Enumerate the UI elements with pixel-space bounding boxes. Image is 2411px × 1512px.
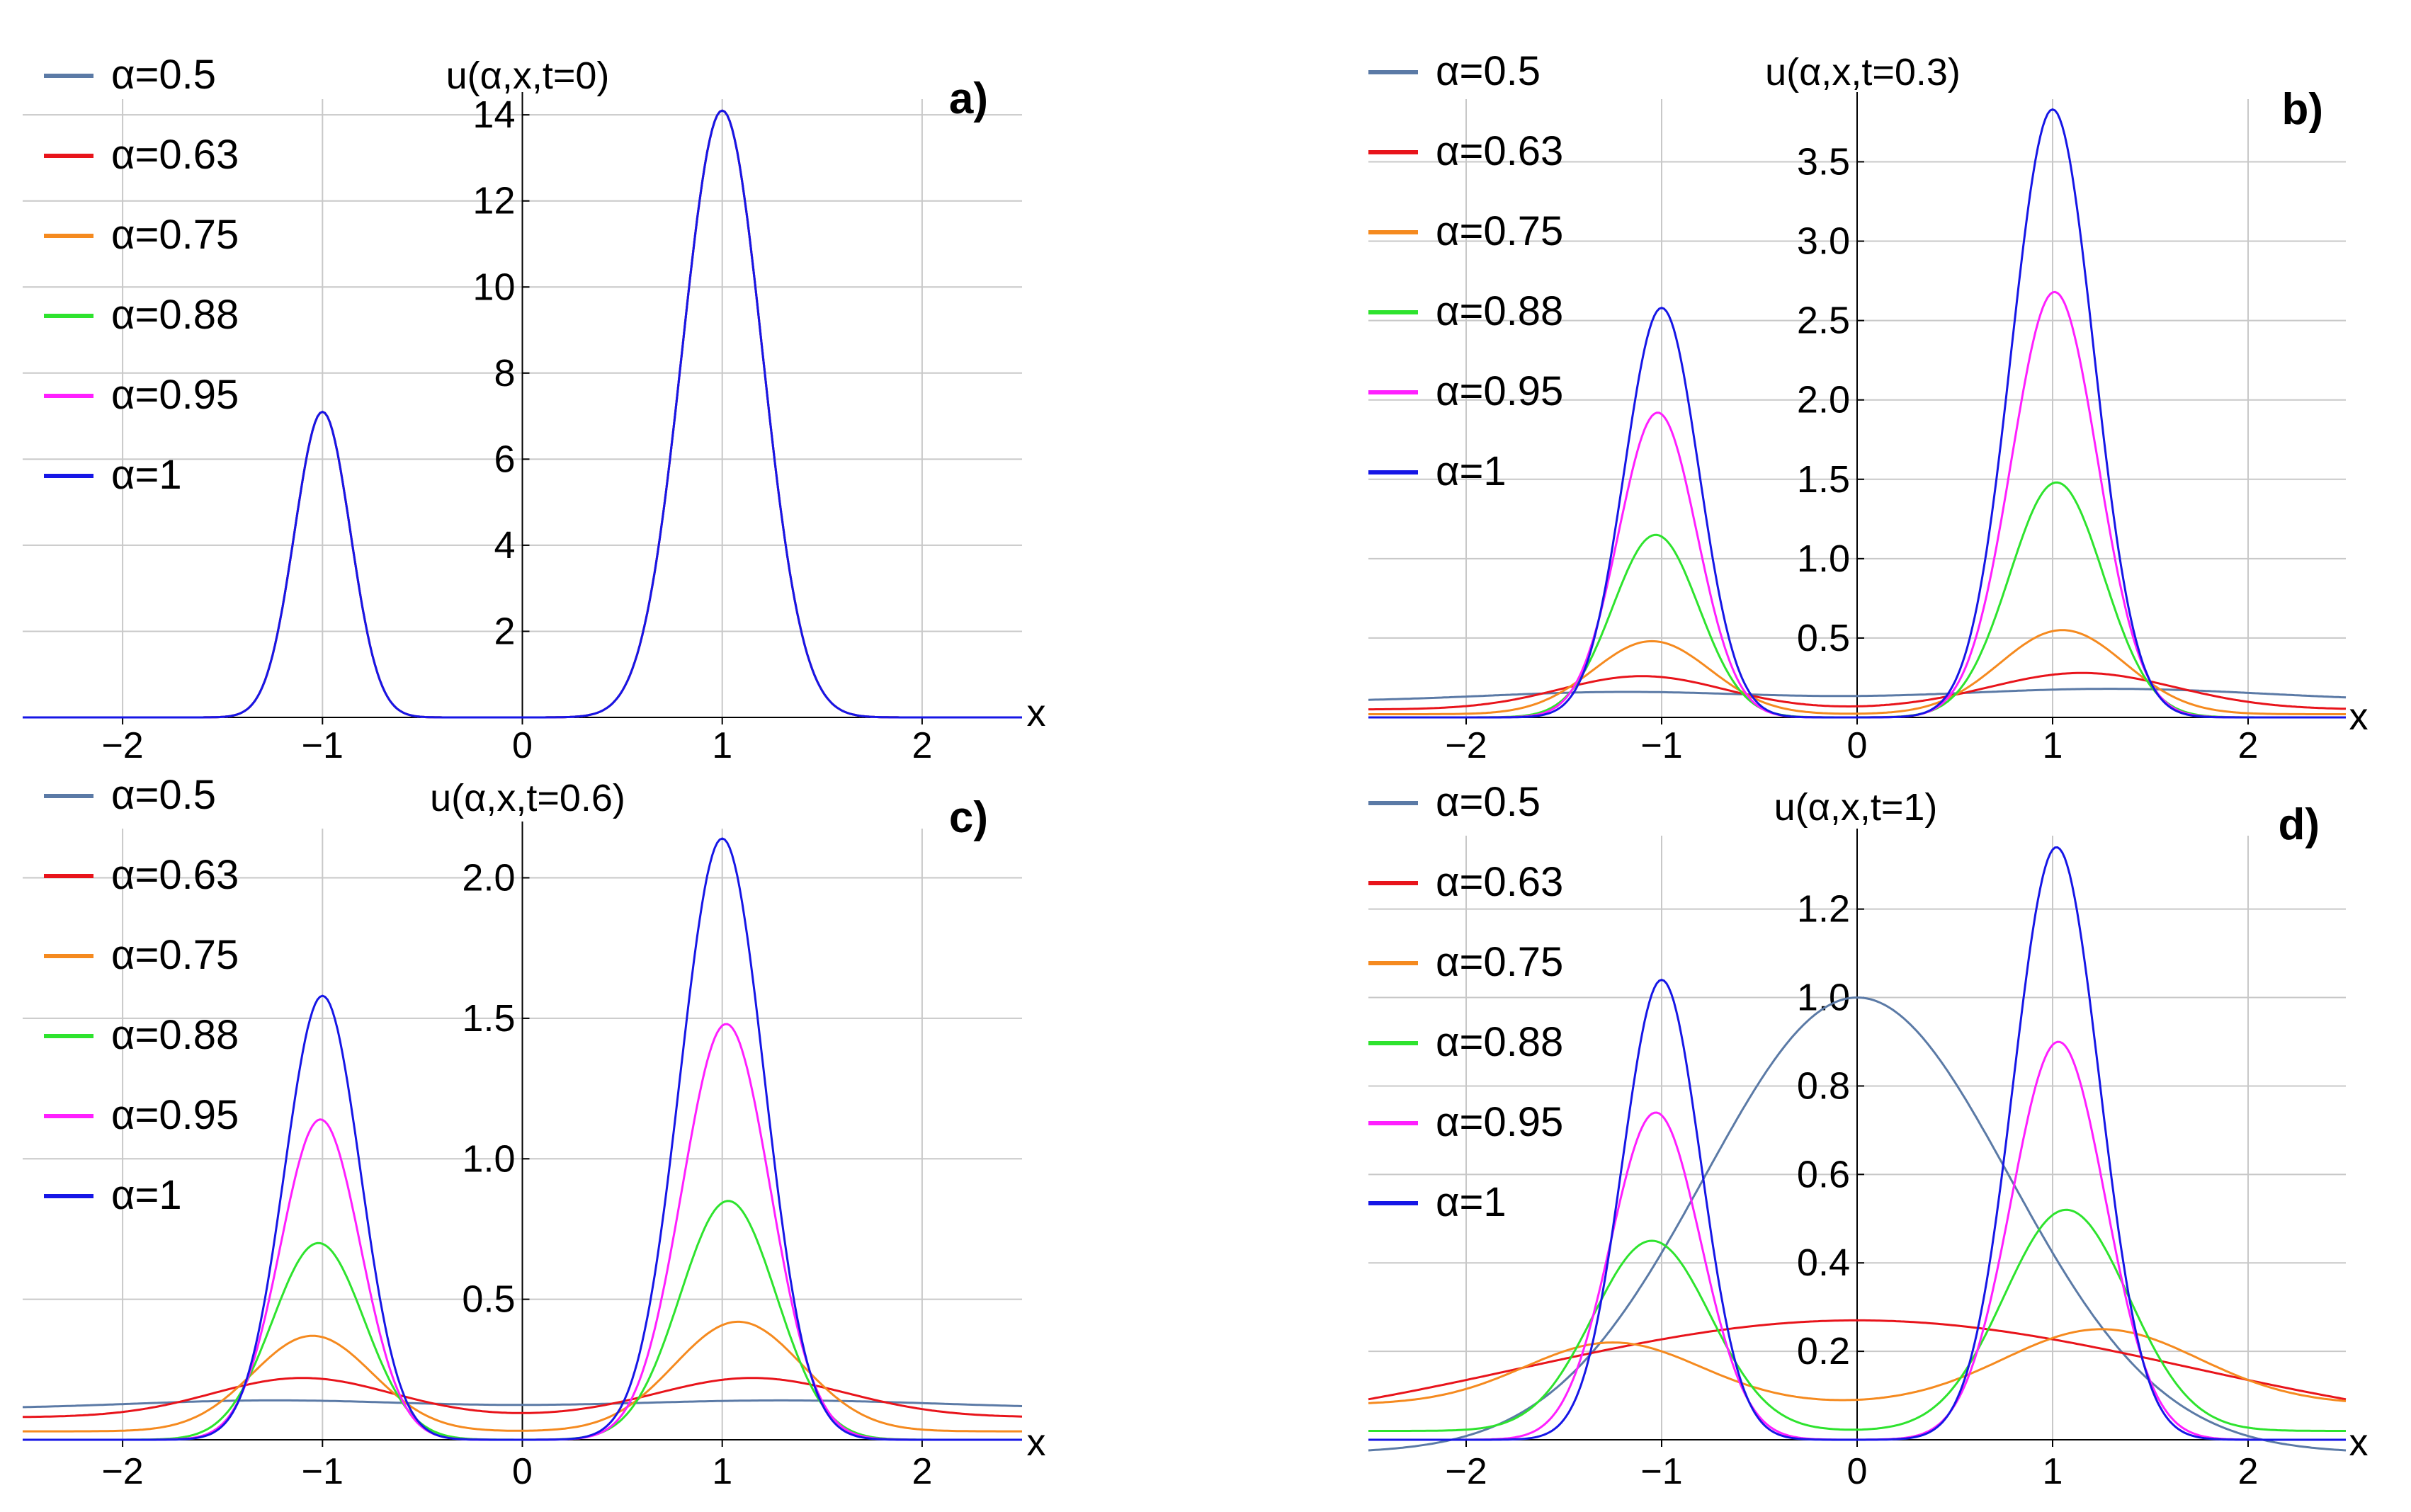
x-tick-label: −2 [101,1451,143,1492]
y-tick-label: 2.5 [1797,300,1850,342]
panel-d: −2 −1 0 1 2 0.2 0.4 0.6 0.8 1.0 1.2 x u(α,x,t=1) d) α=… [1368,779,2369,1492]
legend-label: α=0.95 [1436,368,1563,414]
legend-label: α=0.88 [111,292,239,338]
x-tick-label: −1 [1640,725,1682,766]
x-tick-label: 0 [1847,1451,1868,1492]
series-line-1 [23,109,1022,719]
x-tick-label: 1 [712,1451,732,1492]
y-tick-label: 14 [472,93,515,136]
legend-label: α=0.95 [111,372,239,418]
x-tick-label: 0 [1847,725,1868,766]
series-line-1 [1368,846,2346,1441]
y-tick-label: 3.0 [1797,220,1850,263]
series-line-1 [1368,108,2346,719]
y-tick-label: 1.2 [1797,888,1850,931]
panel-label: a) [949,74,988,123]
legend-label: α=0.5 [111,772,216,818]
x-tick-label: −2 [1445,1451,1487,1492]
chart-title: u(α,x,t=0) [446,55,610,97]
y-tick-label: 2.0 [462,857,515,899]
x-tick-label: 2 [2238,725,2259,766]
y-tick-label: 0.2 [1797,1330,1850,1372]
panel-label: d) [2278,800,2320,849]
chart-title: u(α,x,t=0.3) [1765,51,1961,93]
x-tick-label: 1 [712,725,732,766]
legend-label: α=0.75 [111,212,239,258]
series-line-0.63 [23,1377,1023,1419]
x-axis-label: x [1027,1421,1046,1464]
x-tick-label: 2 [2238,1451,2259,1492]
x-axis-label: x [2349,1421,2369,1464]
legend-label: α=0.95 [111,1092,239,1138]
panel-c: −2 −1 0 1 2 0.5 1.0 1.5 2.0 x u(α,x,t=0.6) c) α=0.5 α… [23,772,1046,1492]
legend-label: α=1 [111,452,182,498]
y-tick-label: 0.6 [1797,1153,1850,1195]
y-tick-label: 1.5 [462,997,515,1040]
x-tick-label: 0 [512,1451,533,1492]
y-tick-label: 2 [494,610,515,652]
x-tick-label: −2 [101,725,143,766]
panel-b: −2 −1 0 1 2 0.5 1.0 1.5 2.0 2.5 3.0 3.5 x u(α,x,t=0.3… [1368,48,2369,766]
legend-label: α=0.63 [1436,128,1563,174]
x-tick-label: 0 [512,725,533,766]
series-line-0.5 [1368,688,2347,701]
y-tick-label: 0.4 [1797,1241,1850,1284]
legend-label: α=0.63 [111,132,239,178]
y-tick-label: 1.0 [462,1137,515,1180]
series-line-0.88 [1368,1208,2346,1432]
x-tick-label: 2 [912,1451,932,1492]
legend-label: α=0.5 [111,52,216,98]
legend-label: α=1 [111,1172,182,1218]
y-tick-label: 3.5 [1797,140,1850,183]
x-tick-label: 2 [912,725,932,766]
legend-label: α=0.88 [111,1012,239,1058]
legend-label: α=0.75 [1436,939,1563,985]
y-tick-label: 0.5 [1797,617,1850,659]
legend-label: α=0.95 [1436,1099,1563,1145]
panel-label: c) [949,793,988,842]
legend-label: α=0.63 [1436,859,1563,905]
y-tick-label: 6 [494,438,515,480]
legend-label: α=0.75 [111,932,239,978]
y-tick-label: 0.8 [1797,1064,1850,1107]
series-line-1 [23,837,1022,1441]
x-tick-label: −1 [1640,1451,1682,1492]
series-line-0.75 [1368,1328,2347,1404]
x-tick-label: 1 [2043,1451,2063,1492]
y-tick-label: 8 [494,352,515,394]
y-tick-label: 1.0 [1797,977,1850,1019]
legend-label: α=0.88 [1436,288,1563,334]
legend-label: α=0.88 [1436,1019,1563,1065]
legend-label: α=0.63 [111,852,239,898]
series-line-0.63 [1368,671,2347,711]
y-tick-label: 12 [472,180,515,222]
x-tick-label: 1 [2043,725,2063,766]
x-tick-label: −1 [302,1451,344,1492]
y-tick-label: 2.0 [1797,379,1850,421]
legend-label: α=1 [1436,1179,1507,1225]
legend-label: α=0.5 [1436,779,1541,825]
series-line-0.75 [23,1320,1022,1433]
x-axis-label: x [1027,692,1046,734]
chart-title: u(α,x,t=1) [1774,786,1938,829]
chart-title: u(α,x,t=0.6) [430,777,625,819]
y-tick-label: 4 [494,524,515,567]
legend-label: α=0.75 [1436,208,1563,254]
panel-label: b) [2281,85,2323,134]
series-line-0.5 [23,1399,1023,1409]
legend-label: α=1 [1436,448,1507,494]
y-tick-label: 10 [472,266,515,308]
y-tick-label: 1.0 [1797,538,1850,580]
series-line-0.75 [1368,629,2346,715]
x-axis-label: x [2349,695,2369,738]
x-tick-label: −1 [302,725,344,766]
legend-label: α=0.5 [1436,48,1541,94]
series-line-0.63 [1368,1319,2347,1401]
y-tick-label: 0.5 [462,1278,515,1321]
y-tick-label: 1.5 [1797,458,1850,501]
x-tick-label: −2 [1445,725,1487,766]
